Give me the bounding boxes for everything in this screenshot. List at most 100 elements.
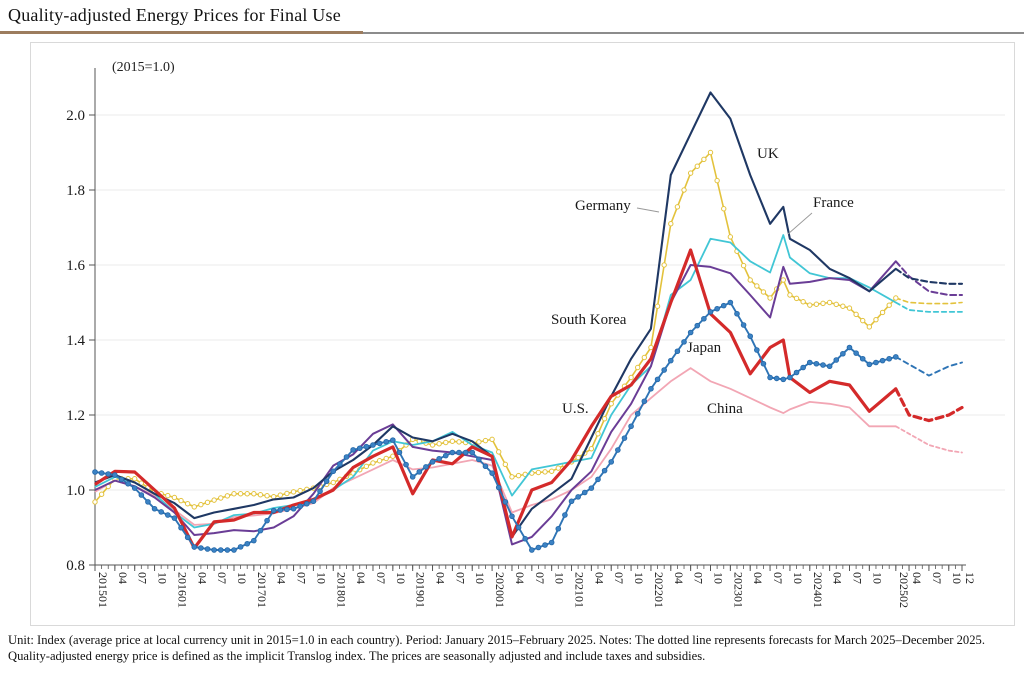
marker-filled-circle (403, 461, 409, 468)
marker-filled-circle (661, 367, 667, 373)
marker-open-circle (264, 493, 270, 499)
x-tick-label: 07 (215, 572, 229, 584)
marker-filled-circle (257, 527, 264, 534)
x-tick-label: 04 (672, 572, 686, 584)
axis-unit-label: (2015=1.0) (112, 60, 175, 75)
marker-filled-circle (853, 350, 859, 356)
marker-open-circle (237, 491, 244, 497)
x-tick-label: 10 (950, 572, 964, 584)
marker-filled-circle (575, 494, 581, 500)
marker-filled-circle (701, 315, 707, 322)
marker-open-circle (654, 303, 661, 309)
marker-filled-circle (740, 322, 747, 328)
marker-filled-circle (244, 540, 251, 547)
marker-filled-circle (231, 547, 237, 553)
marker-filled-circle (442, 452, 449, 459)
marker-open-circle (813, 301, 820, 307)
marker-filled-circle (720, 302, 727, 309)
series-forecast-france (894, 301, 963, 313)
marker-open-circle (840, 303, 846, 309)
marker-filled-circle (681, 339, 687, 345)
marker-filled-circle (707, 309, 714, 315)
series-forecast-germany (895, 297, 963, 305)
marker-open-circle (171, 494, 178, 501)
x-tick-label: 202201 (652, 572, 666, 608)
marker-open-circle (826, 299, 833, 306)
series-forecast-southkorea (894, 260, 963, 296)
marker-filled-circle (416, 469, 423, 475)
marker-filled-circle (482, 463, 489, 470)
marker-filled-circle (363, 443, 370, 450)
marker-filled-circle (184, 534, 191, 541)
marker-open-circle (846, 305, 853, 311)
marker-open-circle (211, 497, 217, 503)
marker-open-circle (555, 465, 561, 471)
marker-filled-circle (893, 354, 899, 360)
marker-open-circle (707, 149, 714, 156)
series-forecast-us (894, 387, 964, 423)
marker-filled-circle (522, 535, 528, 542)
x-tick-label: 201801 (334, 572, 348, 608)
marker-open-circle (800, 299, 806, 305)
marker-filled-circle (105, 471, 112, 477)
marker-open-circle (727, 234, 734, 240)
marker-open-circle (476, 439, 482, 445)
marker-filled-circle (396, 449, 403, 456)
marker-open-circle (489, 436, 495, 443)
marker-filled-circle (747, 333, 754, 340)
marker-filled-circle (224, 547, 231, 553)
marker-open-circle (548, 468, 555, 474)
marker-filled-circle (456, 449, 462, 456)
annotation-us: U.S. (562, 401, 589, 417)
x-tick-label: 10 (870, 572, 884, 584)
marker-open-circle (449, 438, 456, 444)
x-tick-label: 10 (632, 572, 646, 584)
chart-frame (30, 42, 1015, 626)
marker-filled-circle (667, 357, 674, 364)
marker-filled-circle (409, 474, 416, 480)
marker-open-circle (601, 416, 608, 422)
y-tick-label: 1.2 (66, 408, 85, 424)
marker-filled-circle (204, 546, 211, 552)
marker-open-circle (284, 490, 290, 497)
x-tick-label: 10 (394, 572, 408, 584)
marker-open-circle (879, 309, 886, 316)
annotation-pointer (787, 212, 813, 235)
marker-filled-circle (694, 322, 701, 329)
x-tick-label: 07 (692, 572, 706, 584)
marker-open-circle (787, 292, 793, 298)
x-tick-label: 10 (156, 572, 170, 584)
marker-filled-circle (601, 467, 608, 474)
x-tick-label: 10 (314, 572, 328, 584)
marker-open-circle (436, 441, 442, 447)
series-line-germany (94, 151, 897, 508)
marker-open-circle (674, 204, 681, 210)
marker-open-circle (496, 449, 502, 455)
annotation-france: France (813, 195, 854, 211)
marker-filled-circle (773, 375, 780, 382)
x-tick-label: 04 (195, 572, 209, 584)
marker-filled-circle (846, 344, 853, 351)
x-tick-label: 201601 (175, 572, 189, 608)
marker-open-circle (191, 504, 197, 510)
x-tick-label: 201701 (255, 572, 269, 608)
marker-filled-circle (370, 442, 376, 448)
marker-open-circle (866, 324, 873, 330)
marker-open-circle (721, 206, 727, 212)
marker-open-circle (820, 300, 826, 307)
marker-filled-circle (270, 507, 277, 514)
x-tick-label: 12 (963, 572, 977, 584)
marker-open-circle (747, 277, 753, 283)
marker-filled-circle (98, 470, 105, 476)
marker-open-circle (635, 364, 641, 371)
marker-filled-circle (290, 505, 297, 512)
y-tick-label: 0.8 (66, 558, 85, 574)
marker-open-circle (502, 461, 509, 468)
marker-filled-circle (178, 524, 184, 531)
marker-filled-circle (191, 544, 198, 550)
marker-filled-circle (595, 476, 601, 483)
marker-open-circle (370, 460, 376, 466)
x-tick-label: 202502 (897, 572, 911, 608)
marker-open-circle (780, 277, 787, 283)
